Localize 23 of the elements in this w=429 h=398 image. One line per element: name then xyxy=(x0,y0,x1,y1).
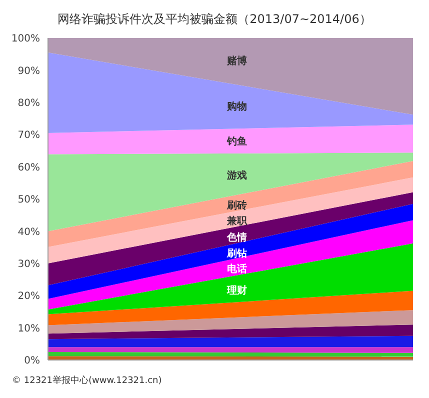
y-tick-label: 30% xyxy=(18,258,40,270)
y-tick-label: 0% xyxy=(24,356,40,367)
series-label: 游戏 xyxy=(226,170,247,182)
series-label: 刷砖 xyxy=(226,199,247,212)
y-tick-label: 10% xyxy=(18,323,40,334)
y-tick-label: 80% xyxy=(18,98,40,109)
series-label: 色情 xyxy=(226,231,247,244)
y-tick-label: 20% xyxy=(18,291,40,302)
y-tick-label: 70% xyxy=(18,130,40,142)
series-label: 刷钻 xyxy=(226,247,247,260)
series-label: 理财 xyxy=(226,284,247,296)
series-label: 兼职 xyxy=(226,215,248,228)
series-label: 电话 xyxy=(226,263,247,276)
y-tick-label: 100% xyxy=(11,34,40,45)
y-tick-label: 60% xyxy=(18,162,40,174)
y-tick-label: 50% xyxy=(18,194,40,206)
series-label: 赌博 xyxy=(226,54,247,67)
y-tick-label: 40% xyxy=(18,226,40,238)
text: © 12321举报中心(www.12321.cn) xyxy=(11,374,163,387)
y-tick-label: 90% xyxy=(18,66,40,77)
chart-title: 网络诈骗投诉件次及平均被骗金额（2013/07~2014/06） xyxy=(56,11,372,28)
series-label: 钓鱼 xyxy=(226,136,247,148)
series-label: 购物 xyxy=(226,100,247,112)
